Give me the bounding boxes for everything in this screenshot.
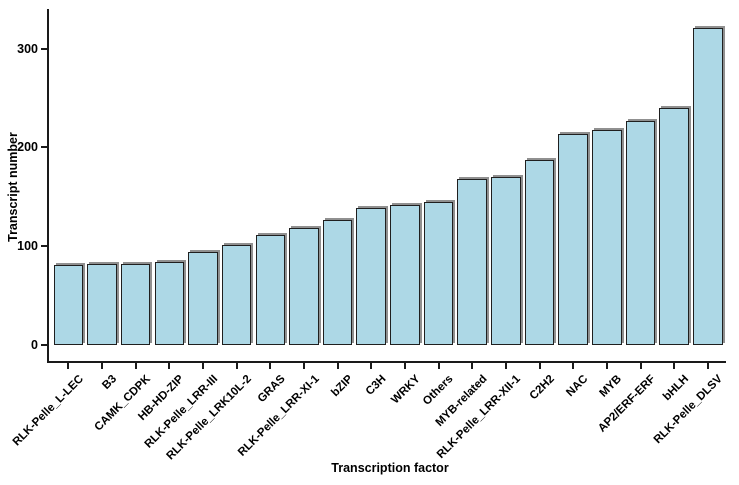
y-axis-title: Transcript number	[6, 132, 20, 242]
x-category-label: GRAS	[255, 373, 288, 405]
x-tick	[538, 363, 541, 369]
x-tick	[639, 363, 642, 369]
bar-Others	[423, 201, 454, 345]
bar-RLK-Pelle_L-LEC	[53, 265, 83, 345]
x-tick	[673, 363, 676, 369]
x-tick	[336, 363, 339, 369]
y-tick-label: 200	[17, 140, 38, 155]
x-tick	[370, 363, 373, 369]
bar-RLK-Pelle_DLSV	[693, 27, 723, 345]
x-category-label: B3	[100, 373, 120, 392]
bar-bHLH	[659, 107, 689, 345]
bar-MYB	[592, 129, 622, 345]
x-tick	[605, 363, 608, 369]
x-tick	[504, 363, 507, 369]
bar-B3	[87, 264, 117, 345]
y-tick	[41, 146, 47, 149]
bar-AP2/ERF-ERF	[625, 120, 656, 345]
x-category-label: MYB	[597, 373, 625, 400]
y-tick-label: 300	[17, 41, 38, 56]
x-category-label: NAC	[564, 373, 591, 400]
x-tick	[235, 363, 238, 369]
bar-WRKY	[390, 204, 420, 345]
x-tick	[302, 363, 305, 369]
y-tick-label: 0	[31, 338, 38, 352]
x-category-label: WRKY	[388, 373, 423, 407]
x-tick	[269, 363, 272, 369]
bar-RLK-Pelle_LRK10L-2	[221, 245, 252, 345]
x-category-label: RLK-Pelle_DLSV	[652, 373, 726, 447]
x-tick	[572, 363, 575, 369]
x-category-label: C2H2	[527, 373, 557, 403]
x-tick	[437, 363, 440, 369]
bar-CAMK_CDPK	[120, 264, 151, 345]
y-tick	[41, 47, 47, 50]
bar-MYB-related	[457, 179, 487, 345]
y-axis-line	[47, 9, 49, 363]
bar-RLK-Pelle_LRR-XII-1	[491, 177, 521, 345]
y-tick	[41, 245, 47, 248]
x-tick	[67, 363, 70, 369]
y-tick	[41, 344, 47, 346]
bar-RLK-Pelle_LRR-III	[188, 252, 218, 345]
x-axis-title: Transcription factor	[331, 461, 449, 475]
bar-bZIP	[322, 219, 353, 345]
bar-RLK-Pelle_LRR-XI-1	[289, 228, 319, 345]
y-tick-label: 100	[17, 239, 38, 254]
x-category-label: bHLH	[661, 373, 692, 404]
x-category-label: C3H	[363, 373, 389, 398]
x-axis-line	[47, 361, 726, 363]
x-tick	[100, 363, 103, 369]
x-tick	[201, 363, 204, 369]
bar-C3H	[356, 207, 386, 345]
x-tick	[134, 363, 137, 369]
x-tick	[403, 363, 406, 369]
bar-GRAS	[255, 235, 285, 345]
bar-C2H2	[524, 160, 555, 345]
x-category-label: RLK-Pelle_L-LEC	[10, 373, 86, 449]
bar-HB-HD-ZIP	[154, 262, 184, 345]
x-category-label: bZIP	[328, 373, 355, 400]
bar-NAC	[558, 133, 588, 345]
x-tick	[706, 363, 709, 369]
x-tick	[168, 363, 171, 369]
x-tick	[471, 363, 474, 369]
